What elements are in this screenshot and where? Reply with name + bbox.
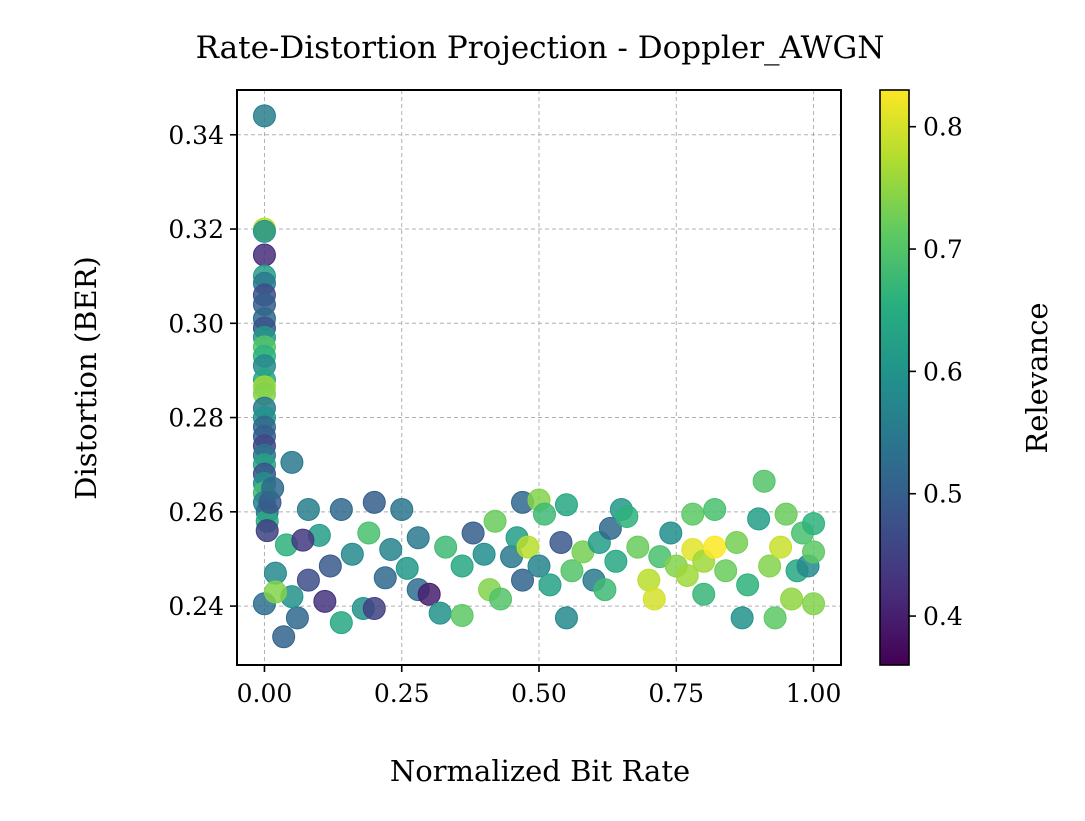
x-tick-label: 1.00	[786, 679, 842, 708]
data-point	[774, 502, 798, 526]
data-point	[560, 559, 584, 583]
x-axis-label: Normalized Bit Rate	[390, 754, 690, 788]
data-point	[373, 566, 397, 590]
data-point	[313, 589, 337, 613]
data-point	[736, 573, 760, 597]
colorbar-tick-label: 0.5	[923, 480, 963, 509]
colorbar	[879, 89, 910, 666]
data-point	[730, 606, 754, 630]
data-point	[615, 505, 639, 529]
data-point	[483, 509, 507, 533]
data-point	[285, 606, 309, 630]
data-point	[532, 502, 556, 526]
data-point	[252, 219, 276, 243]
data-point	[329, 611, 353, 635]
data-point	[659, 521, 683, 545]
data-point	[450, 554, 474, 578]
data-point	[642, 587, 666, 611]
data-point	[472, 542, 496, 566]
data-point	[604, 549, 628, 573]
data-point	[318, 554, 342, 578]
data-point	[747, 507, 771, 531]
data-point	[802, 540, 826, 564]
data-point	[461, 521, 485, 545]
data-point	[802, 512, 826, 536]
data-point	[340, 542, 364, 566]
y-tick-label: 0.26	[168, 498, 224, 527]
y-tick-label: 0.32	[168, 215, 224, 244]
data-point	[362, 490, 386, 514]
colorbar-tick-label: 0.7	[923, 235, 963, 264]
data-point	[329, 497, 353, 521]
data-point	[763, 606, 787, 630]
x-tick-label: 0.00	[237, 679, 293, 708]
y-tick-label: 0.34	[168, 121, 224, 150]
data-point	[252, 243, 276, 267]
data-point	[428, 601, 452, 625]
data-point	[598, 516, 622, 540]
data-point	[390, 497, 414, 521]
data-point	[593, 578, 617, 602]
x-tick-label: 0.25	[374, 679, 430, 708]
data-point	[538, 573, 562, 597]
data-point	[357, 521, 381, 545]
data-point	[554, 493, 578, 517]
colorbar-tick-label: 0.6	[923, 357, 963, 386]
data-point	[675, 563, 699, 587]
data-point	[516, 535, 540, 559]
colorbar-tick-label: 0.8	[923, 113, 963, 142]
data-point	[272, 625, 296, 649]
data-point	[255, 519, 279, 543]
data-point	[725, 530, 749, 554]
colorbar-tick-label: 0.4	[923, 602, 963, 631]
x-axis-ticks: 0.00 0.25 0.50 0.75 1.00	[237, 665, 842, 708]
data-point	[434, 535, 458, 559]
data-point	[802, 592, 826, 616]
data-point	[296, 568, 320, 592]
data-point	[681, 502, 705, 526]
y-tick-label: 0.30	[168, 309, 224, 338]
data-point	[703, 535, 727, 559]
colorbar-label: Relevance	[1020, 302, 1054, 453]
y-tick-label: 0.24	[168, 592, 224, 621]
data-point	[527, 554, 551, 578]
x-tick-label: 0.75	[648, 679, 704, 708]
data-point	[280, 450, 304, 474]
data-point	[406, 526, 430, 550]
data-point	[450, 604, 474, 628]
data-point	[261, 476, 285, 500]
data-point	[417, 582, 441, 606]
data-point	[692, 582, 716, 606]
data-point	[549, 530, 573, 554]
chart-title: Rate-Distortion Projection - Doppler_AWG…	[196, 30, 885, 66]
data-point	[291, 528, 315, 552]
data-point	[758, 554, 782, 578]
data-point	[703, 497, 727, 521]
data-point	[379, 538, 403, 562]
y-axis-label: Distortion (BER)	[69, 256, 103, 500]
data-point	[395, 556, 419, 580]
colorbar-ticks: 0.4 0.5 0.6 0.7 0.8	[909, 113, 963, 631]
data-point	[626, 535, 650, 559]
data-point	[296, 497, 320, 521]
data-point	[252, 104, 276, 128]
y-tick-label: 0.28	[168, 404, 224, 433]
data-point	[263, 580, 287, 604]
data-point	[511, 568, 535, 592]
data-point	[489, 587, 513, 611]
data-points	[252, 104, 826, 649]
data-point	[780, 587, 804, 611]
y-axis-ticks: 0.24 0.26 0.28 0.30 0.32 0.34	[168, 121, 237, 621]
data-point	[554, 606, 578, 630]
data-point	[362, 596, 386, 620]
data-point	[769, 535, 793, 559]
x-tick-label: 0.50	[511, 679, 567, 708]
data-point	[752, 469, 776, 493]
data-point	[714, 559, 738, 583]
